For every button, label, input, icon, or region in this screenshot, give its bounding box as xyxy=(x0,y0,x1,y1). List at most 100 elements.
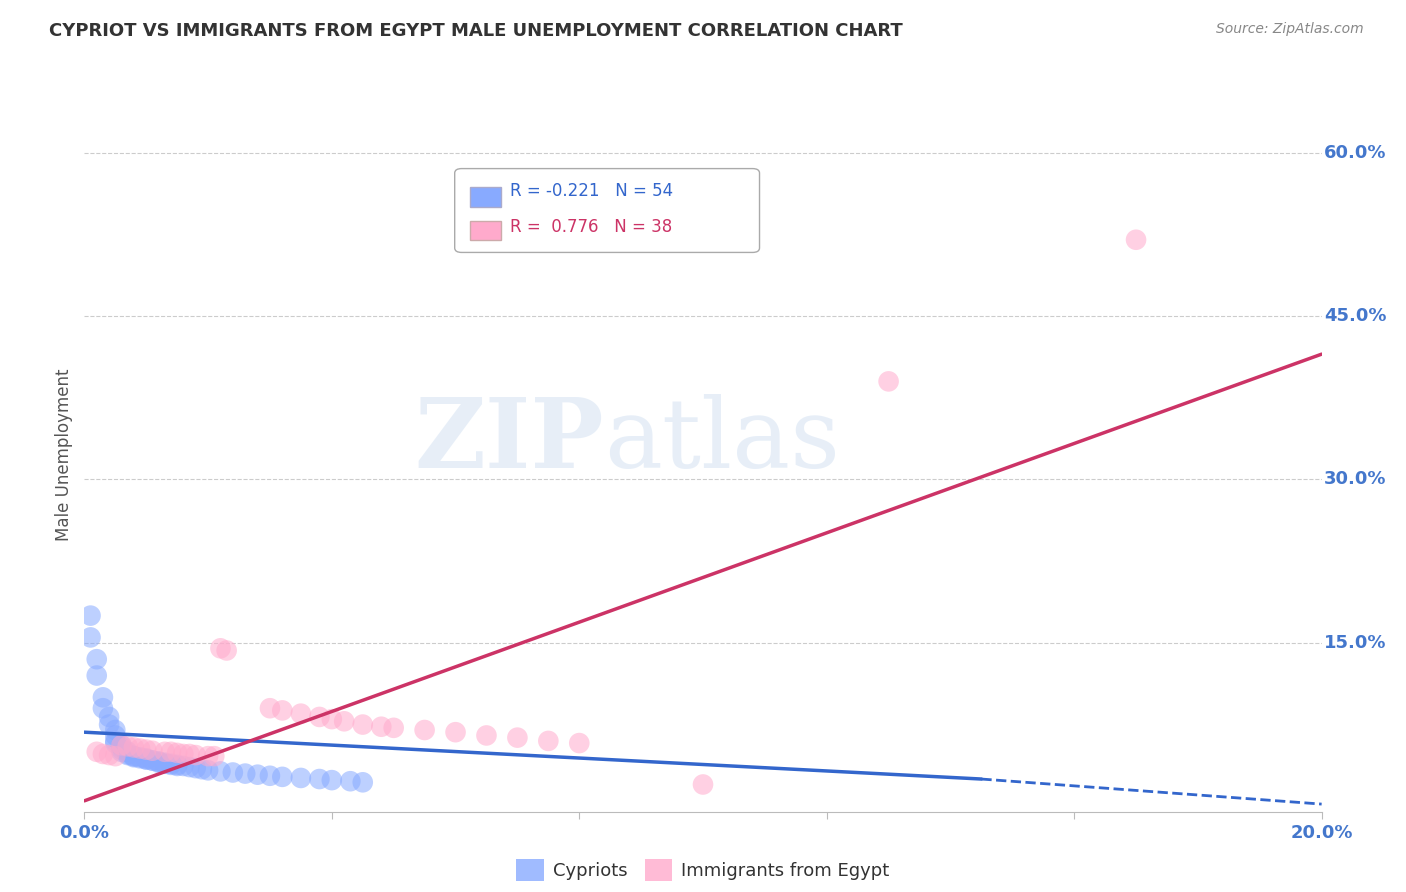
Point xyxy=(110,745,132,759)
Point xyxy=(209,641,232,656)
Point xyxy=(166,746,188,760)
Point xyxy=(104,723,127,737)
Point xyxy=(110,738,132,752)
Point xyxy=(110,738,132,752)
Point xyxy=(202,749,225,764)
Point xyxy=(413,723,436,737)
Point xyxy=(122,740,145,755)
Point xyxy=(179,747,201,761)
Point xyxy=(184,761,207,775)
Point xyxy=(172,747,194,761)
Point xyxy=(352,717,374,731)
Point xyxy=(104,736,127,750)
Point xyxy=(141,744,163,758)
Point xyxy=(246,767,269,781)
Point xyxy=(233,766,256,780)
Point xyxy=(153,756,176,771)
Point xyxy=(271,770,294,784)
Y-axis label: Male Unemployment: Male Unemployment xyxy=(55,368,73,541)
Point xyxy=(259,769,281,783)
Point xyxy=(91,690,114,705)
Point xyxy=(290,706,312,721)
Point xyxy=(333,714,356,729)
Point xyxy=(86,668,108,682)
Point xyxy=(153,756,176,770)
Point xyxy=(475,729,498,743)
Point xyxy=(135,751,157,765)
Point xyxy=(568,736,591,750)
Text: R = -0.221   N = 54: R = -0.221 N = 54 xyxy=(509,182,672,200)
Point xyxy=(110,742,132,756)
Point xyxy=(160,756,183,771)
Point xyxy=(148,755,170,769)
Point xyxy=(104,749,127,764)
Point xyxy=(290,771,312,785)
Point xyxy=(166,757,188,772)
Text: ZIP: ZIP xyxy=(415,393,605,488)
Point xyxy=(148,756,170,770)
Point xyxy=(215,643,238,657)
Point xyxy=(86,652,108,666)
Text: atlas: atlas xyxy=(605,393,839,488)
Point xyxy=(271,703,294,717)
Point xyxy=(339,774,361,789)
Point xyxy=(135,752,157,766)
Point xyxy=(135,742,157,756)
Point xyxy=(122,750,145,764)
Point xyxy=(86,745,108,759)
Point xyxy=(444,725,467,739)
Point xyxy=(209,764,232,779)
Point xyxy=(148,755,170,769)
Point xyxy=(877,375,900,389)
Point xyxy=(153,745,176,759)
Point xyxy=(166,759,188,773)
Point xyxy=(91,747,114,761)
Point xyxy=(179,760,201,774)
Point xyxy=(141,754,163,768)
Point xyxy=(117,747,139,761)
Point xyxy=(129,741,152,756)
Point xyxy=(222,765,245,780)
Point xyxy=(191,762,214,776)
Point xyxy=(122,749,145,764)
Point xyxy=(692,777,714,791)
Point xyxy=(370,720,392,734)
Point xyxy=(98,710,121,724)
Point xyxy=(110,740,132,755)
Point xyxy=(79,608,101,623)
Point xyxy=(91,701,114,715)
Text: R =  0.776   N = 38: R = 0.776 N = 38 xyxy=(509,218,672,236)
Point xyxy=(117,745,139,759)
Point xyxy=(197,749,219,764)
Point xyxy=(79,631,101,645)
Point xyxy=(308,710,330,724)
Text: CYPRIOT VS IMMIGRANTS FROM EGYPT MALE UNEMPLOYMENT CORRELATION CHART: CYPRIOT VS IMMIGRANTS FROM EGYPT MALE UN… xyxy=(49,22,903,40)
Point xyxy=(184,747,207,762)
Point xyxy=(506,731,529,745)
Point xyxy=(141,754,163,768)
Point xyxy=(382,721,405,735)
Text: 15.0%: 15.0% xyxy=(1324,634,1386,652)
Point xyxy=(98,717,121,731)
Point xyxy=(129,751,152,765)
Point xyxy=(1125,233,1147,247)
Point xyxy=(122,749,145,764)
Point xyxy=(135,752,157,766)
Point xyxy=(321,773,343,788)
Point xyxy=(117,747,139,762)
Point xyxy=(117,739,139,754)
Point xyxy=(160,757,183,772)
Point xyxy=(160,745,183,759)
Text: 45.0%: 45.0% xyxy=(1324,307,1386,325)
Legend: Cypriots, Immigrants from Egypt: Cypriots, Immigrants from Egypt xyxy=(509,852,897,888)
Point xyxy=(104,729,127,743)
Point xyxy=(352,775,374,789)
Point xyxy=(537,734,560,748)
Point xyxy=(321,712,343,726)
Point xyxy=(308,772,330,786)
Text: 60.0%: 60.0% xyxy=(1324,144,1386,161)
Point xyxy=(98,747,121,762)
Point xyxy=(259,701,281,715)
Text: 30.0%: 30.0% xyxy=(1324,470,1386,489)
Point xyxy=(129,750,152,764)
